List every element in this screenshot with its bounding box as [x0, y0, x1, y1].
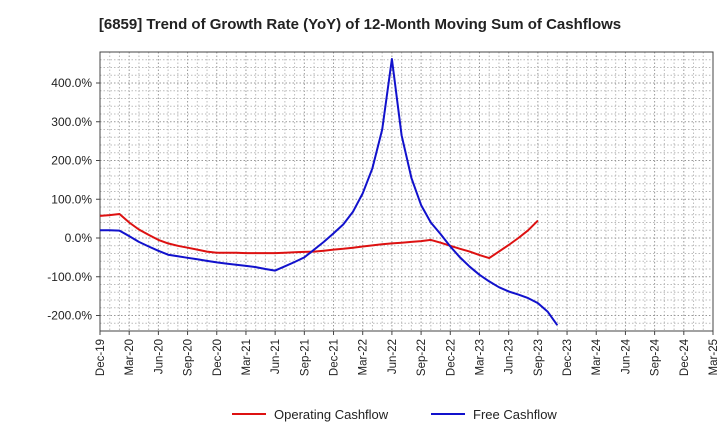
- x-tick-label: Jun-24: [620, 338, 632, 374]
- x-tick-label: Mar-20: [124, 339, 136, 375]
- free-cashflow-line: [100, 58, 559, 326]
- chart-title: [6859] Trend of Growth Rate (YoY) of 12-…: [98, 16, 622, 33]
- x-tick-label: Mar-23: [474, 339, 486, 375]
- y-tick-label: 300.0%: [51, 115, 92, 129]
- x-tick-label: Dec-20: [212, 339, 224, 376]
- x-tick-label: Jun-23: [504, 339, 516, 374]
- y-tick-label: 100.0%: [51, 192, 92, 206]
- y-tick-label: 400.0%: [51, 76, 92, 90]
- x-tick-label: Dec-19: [95, 339, 107, 376]
- x-tick-label: Mar-22: [358, 339, 370, 375]
- x-tick-label: Jun-20: [153, 339, 165, 374]
- x-tick-label: Sep-22: [416, 339, 428, 376]
- y-tick-label: -100.0%: [47, 270, 92, 284]
- plot-border: [99, 51, 714, 332]
- x-tick-label: Dec-22: [445, 339, 457, 376]
- x-tick-label: Mar-24: [591, 338, 603, 375]
- y-tick-label: 0.0%: [65, 231, 93, 245]
- x-tick-label: Sep-21: [299, 339, 311, 376]
- x-tick-label: Dec-21: [329, 339, 341, 376]
- legend-label: Operating Cashflow: [274, 407, 389, 422]
- x-tick-label: Sep-20: [183, 339, 195, 376]
- x-tick-label: Dec-24: [679, 338, 691, 376]
- x-tick-label: Jun-21: [270, 339, 282, 374]
- x-tick-label: Sep-23: [533, 339, 545, 376]
- legend-label: Free Cashflow: [473, 407, 557, 422]
- operating-cashflow-line: [99, 213, 539, 260]
- y-tick-label: -200.0%: [47, 309, 92, 323]
- x-tick-label: Sep-24: [650, 338, 662, 376]
- x-tick-label: Jun-22: [387, 339, 399, 374]
- y-tick-label: 200.0%: [51, 154, 92, 168]
- x-tick-label: Mar-25: [708, 339, 720, 375]
- x-tick-label: Dec-23: [562, 339, 574, 376]
- x-tick-label: Mar-21: [241, 339, 253, 375]
